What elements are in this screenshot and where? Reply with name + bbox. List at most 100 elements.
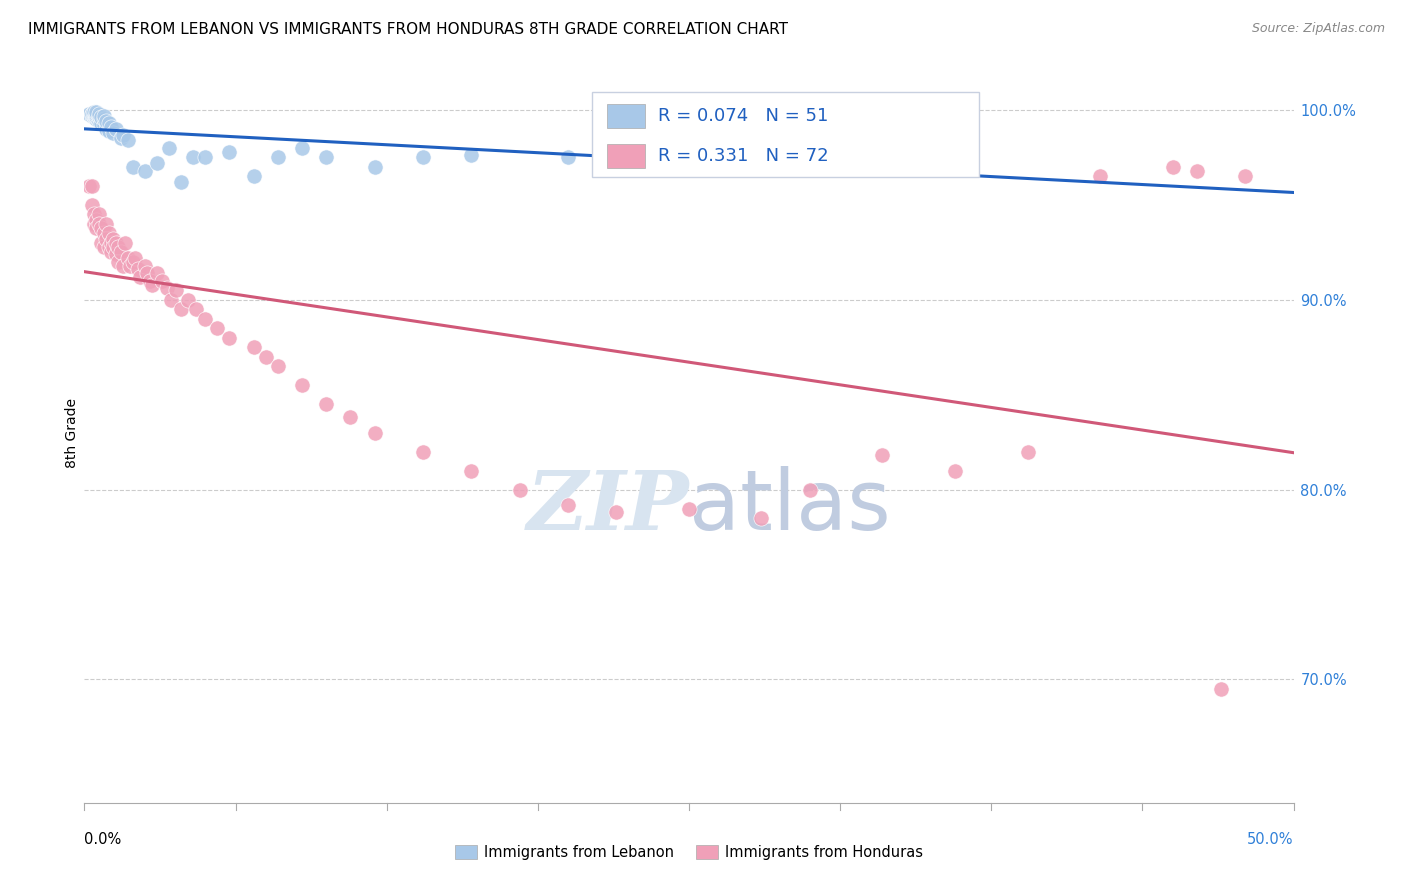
Point [97, 116, 120, 130]
Point [103, 126, 125, 140]
Point [83, 111, 105, 125]
Point [124, 251, 146, 265]
Point [160, 293, 183, 307]
Point [90, 220, 112, 235]
Point [165, 283, 187, 297]
Point [80, 109, 103, 123]
Point [412, 150, 434, 164]
Point [1161, 160, 1184, 174]
Point [86, 106, 108, 120]
Text: atlas: atlas [689, 467, 890, 547]
Point [177, 293, 200, 307]
Point [100, 245, 122, 260]
Point [93, 109, 115, 123]
Point [77, 178, 100, 193]
Point [557, 498, 579, 512]
Point [315, 150, 337, 164]
Point [134, 259, 156, 273]
Point [460, 464, 482, 478]
Point [90, 235, 112, 250]
Point [1234, 169, 1257, 184]
Point [87, 207, 110, 221]
Point [97, 227, 120, 241]
Point [87, 217, 110, 231]
Point [157, 141, 180, 155]
Point [1088, 169, 1111, 184]
Point [83, 207, 105, 221]
Point [339, 410, 361, 425]
Point [207, 321, 229, 335]
Point [87, 106, 110, 120]
Point [146, 266, 169, 280]
Point [943, 464, 966, 478]
Point [315, 397, 337, 411]
FancyBboxPatch shape [607, 145, 645, 168]
Point [412, 444, 434, 458]
Point [129, 269, 152, 284]
Point [83, 104, 105, 119]
Text: R = 0.331   N = 72: R = 0.331 N = 72 [658, 147, 828, 165]
Point [112, 259, 135, 273]
Point [218, 145, 240, 159]
Point [1017, 444, 1039, 458]
Point [146, 156, 169, 170]
Point [94, 217, 117, 231]
Point [87, 111, 110, 125]
Point [799, 483, 821, 497]
Point [121, 254, 143, 268]
Legend: Immigrants from Lebanon, Immigrants from Honduras: Immigrants from Lebanon, Immigrants from… [449, 839, 929, 866]
Point [93, 118, 115, 132]
Point [87, 114, 110, 128]
Point [86, 112, 108, 127]
Point [121, 160, 143, 174]
Point [141, 277, 163, 292]
Point [104, 247, 127, 261]
Point [86, 109, 108, 123]
Point [107, 254, 129, 268]
Point [194, 311, 217, 326]
Point [83, 217, 105, 231]
Point [678, 501, 700, 516]
Point [136, 266, 159, 280]
Point [181, 150, 204, 164]
Point [94, 121, 117, 136]
Point [775, 131, 797, 145]
Text: 0.0%: 0.0% [84, 832, 121, 847]
Point [100, 235, 122, 250]
Point [80, 198, 103, 212]
Point [1185, 163, 1208, 178]
Point [80, 106, 103, 120]
Point [291, 141, 314, 155]
Point [83, 106, 105, 120]
Point [77, 106, 100, 120]
Text: ZIP: ZIP [526, 467, 689, 547]
Point [155, 281, 177, 295]
Point [86, 104, 108, 119]
Point [93, 227, 115, 241]
Y-axis label: 8th Grade: 8th Grade [65, 398, 79, 467]
Point [170, 175, 193, 189]
Point [114, 235, 136, 250]
Point [218, 331, 240, 345]
Point [1209, 681, 1232, 696]
Point [291, 378, 314, 392]
Point [90, 111, 112, 125]
Point [87, 109, 110, 123]
Point [363, 160, 385, 174]
Point [90, 116, 112, 130]
Point [170, 302, 193, 317]
Point [104, 121, 127, 136]
Point [93, 239, 115, 253]
Point [751, 511, 773, 525]
Point [460, 148, 482, 162]
Point [100, 120, 122, 134]
Point [150, 274, 173, 288]
FancyBboxPatch shape [607, 104, 645, 128]
Text: IMMIGRANTS FROM LEBANON VS IMMIGRANTS FROM HONDURAS 8TH GRADE CORRELATION CHART: IMMIGRANTS FROM LEBANON VS IMMIGRANTS FR… [28, 22, 789, 37]
Point [112, 128, 135, 142]
Point [86, 213, 108, 227]
Point [86, 111, 108, 125]
Point [267, 359, 290, 374]
Point [80, 106, 103, 120]
Point [654, 145, 676, 159]
